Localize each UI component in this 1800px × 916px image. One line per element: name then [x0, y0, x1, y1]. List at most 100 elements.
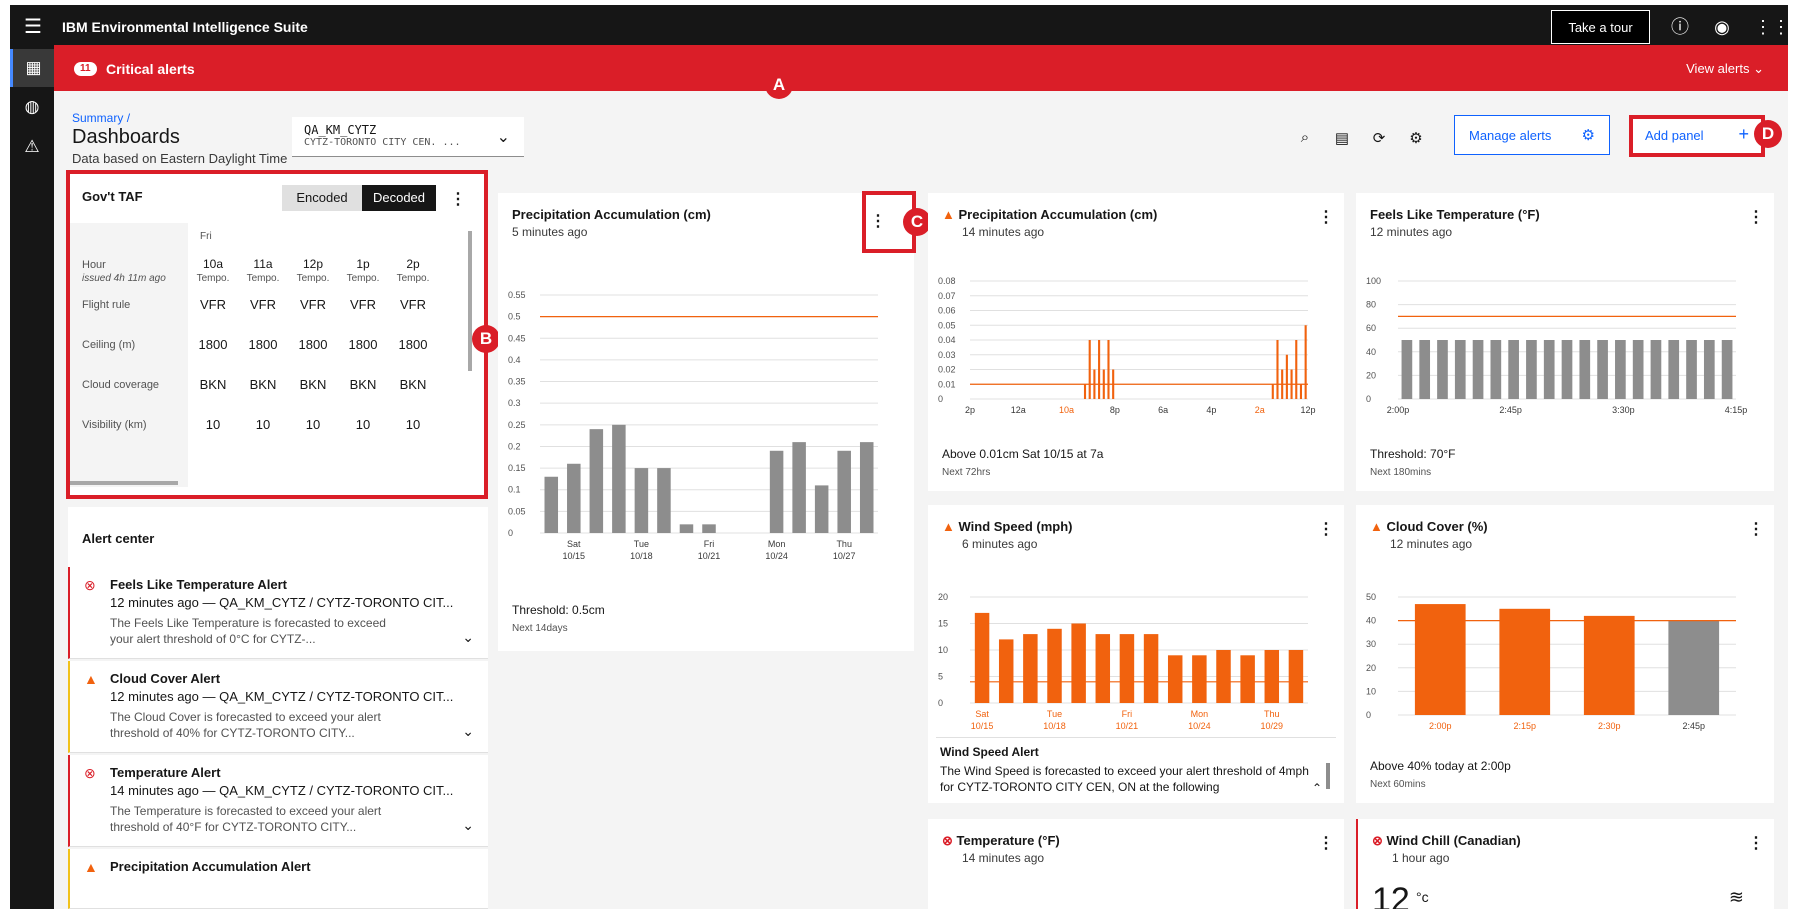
chart-bar[interactable] — [1650, 340, 1662, 399]
chart-bar[interactable] — [814, 485, 829, 533]
dashboard-icon[interactable]: ▦ — [10, 49, 54, 87]
chart-bar[interactable] — [1419, 340, 1431, 399]
globe-icon[interactable]: ◍ — [24, 97, 40, 116]
chart-bar[interactable] — [998, 639, 1014, 703]
alert-list-item[interactable]: ⊗ Feels Like Temperature Alert 12 minutes … — [68, 567, 488, 659]
overflow-menu-icon[interactable]: ⋮ — [1748, 209, 1764, 226]
chart-bar[interactable] — [769, 450, 784, 533]
chart-bar[interactable] — [1285, 354, 1288, 399]
chart-bar[interactable] — [1561, 340, 1573, 399]
chart-bar[interactable] — [589, 429, 604, 533]
chart-bar[interactable] — [1437, 340, 1448, 399]
view-alerts-link[interactable]: View alerts ⌄ — [1686, 61, 1764, 76]
encoded-toggle[interactable]: Encoded — [282, 185, 362, 211]
chart-bar[interactable] — [1686, 340, 1697, 399]
chevron-down-icon[interactable]: ⌄ — [462, 817, 474, 833]
chart-bar[interactable] — [1276, 340, 1279, 399]
chart-bar[interactable] — [1299, 384, 1303, 399]
chevron-down-icon[interactable]: ⌄ — [462, 723, 474, 739]
chart-bar[interactable] — [1401, 340, 1413, 399]
location-dropdown[interactable]: QA_KM_CYTZ CYTZ-TORONTO CITY CEN. ... ⌄ — [292, 117, 524, 157]
chart-bar[interactable] — [567, 463, 581, 533]
take-a-tour-button[interactable]: Take a tour — [1551, 10, 1650, 44]
overflow-menu-icon[interactable]: ⋮ — [1748, 521, 1764, 538]
decoded-toggle[interactable]: Decoded — [362, 185, 436, 211]
chart-bar[interactable] — [1414, 604, 1466, 715]
overflow-menu-icon[interactable]: ⋮ — [1318, 521, 1334, 538]
chart-bar[interactable] — [1499, 608, 1551, 715]
chart-bar[interactable] — [792, 442, 806, 533]
chart-bar[interactable] — [1668, 620, 1720, 715]
overflow-menu-icon[interactable]: ⋮ — [1318, 835, 1334, 852]
chart-bar[interactable] — [1119, 634, 1135, 703]
chart-bar[interactable] — [1167, 655, 1183, 703]
chart-bar[interactable] — [1490, 340, 1502, 399]
help-icon[interactable]: ⓘ — [1671, 17, 1689, 37]
horizontal-scrollbar[interactable] — [68, 481, 178, 485]
scrollbar[interactable] — [468, 231, 472, 371]
chart-bar[interactable] — [1143, 634, 1159, 703]
chart-bar[interactable] — [1240, 655, 1255, 703]
chart-bar[interactable] — [1703, 340, 1715, 399]
refresh-icon[interactable]: ⟳ — [1372, 130, 1386, 147]
chevron-up-icon[interactable]: ⌃ — [1312, 781, 1323, 795]
chart-bar[interactable] — [1668, 340, 1680, 399]
chart-bar[interactable] — [1597, 340, 1608, 399]
scrollbar[interactable] — [1326, 763, 1330, 789]
add-panel-button[interactable]: Add panel + — [1630, 115, 1764, 155]
chart-bar[interactable] — [1098, 340, 1101, 399]
chart-bar[interactable] — [1526, 340, 1537, 399]
chart-bar[interactable] — [1615, 340, 1626, 399]
chart-bar[interactable] — [1088, 340, 1091, 399]
chart-bar[interactable] — [702, 524, 716, 533]
chart-bar[interactable] — [634, 468, 649, 533]
chart-bar[interactable] — [1047, 628, 1062, 703]
chart-bar[interactable] — [1216, 650, 1231, 703]
breadcrumb[interactable]: Summary / — [72, 111, 131, 125]
chart-bar[interactable] — [1454, 340, 1466, 399]
alert-list-item[interactable]: ⊗ Temperature Alert 14 minutes ago — QA_KM… — [68, 755, 488, 847]
app-switcher-icon[interactable]: ⋮⋮ — [1754, 17, 1788, 37]
chart-bar[interactable] — [679, 524, 694, 533]
overflow-menu-icon[interactable]: ⋮ — [1748, 835, 1764, 852]
chart-bar[interactable] — [1304, 325, 1307, 399]
chart-bar[interactable] — [1095, 634, 1111, 703]
chart-bar[interactable] — [1579, 340, 1591, 399]
chart-bar[interactable] — [1632, 340, 1644, 399]
chart-bar[interactable] — [657, 468, 671, 533]
chart-bar[interactable] — [1083, 384, 1087, 399]
settings-icon[interactable]: ⚙ — [1409, 130, 1423, 147]
chart-bar[interactable] — [1288, 650, 1304, 703]
alert-list-item[interactable]: ▲ Precipitation Accumulation Alert — [68, 849, 488, 909]
chart-bar[interactable] — [1295, 340, 1298, 399]
manage-alerts-button[interactable]: Manage alerts ⚙ — [1454, 115, 1610, 155]
critical-alerts-banner[interactable]: 11 Critical alerts View alerts ⌄ — [54, 49, 1788, 89]
chart-bar[interactable] — [1107, 340, 1110, 399]
user-icon[interactable]: ◉ — [1714, 17, 1730, 37]
chart-bar[interactable] — [1472, 340, 1484, 399]
chart-bar[interactable] — [1271, 384, 1274, 399]
overflow-menu-icon[interactable]: ⋮ — [870, 213, 886, 230]
x-tick-label: 10a — [1059, 405, 1074, 415]
alert-list-item[interactable]: ▲ Cloud Cover Alert 12 minutes ago — QA_KM… — [68, 661, 488, 753]
chart-bar[interactable] — [837, 450, 851, 533]
chart-bar[interactable] — [1192, 655, 1207, 703]
chart-bar[interactable] — [1071, 623, 1086, 704]
chart-bar[interactable] — [612, 424, 626, 533]
chart-bar[interactable] — [859, 442, 874, 533]
chevron-down-icon[interactable]: ⌄ — [462, 629, 474, 645]
chart-bar[interactable] — [1264, 650, 1280, 703]
chart-bar[interactable] — [544, 476, 559, 533]
chart-bar[interactable] — [1023, 634, 1038, 703]
chart-bar[interactable] — [1543, 340, 1555, 399]
chart-bar[interactable] — [1721, 340, 1733, 399]
search-icon[interactable]: ⌕ — [1300, 129, 1310, 146]
chart-bar[interactable] — [1583, 615, 1635, 715]
overflow-menu-icon[interactable]: ⋮ — [450, 191, 466, 208]
overflow-menu-icon[interactable]: ⋮ — [1318, 209, 1334, 226]
bookmark-icon[interactable]: ▤ — [1334, 130, 1350, 147]
warning-nav-icon[interactable]: ⚠ — [24, 137, 40, 156]
chart-bar[interactable] — [974, 612, 990, 703]
chart-bar[interactable] — [1508, 340, 1519, 399]
menu-icon[interactable]: ☰ — [24, 16, 42, 38]
